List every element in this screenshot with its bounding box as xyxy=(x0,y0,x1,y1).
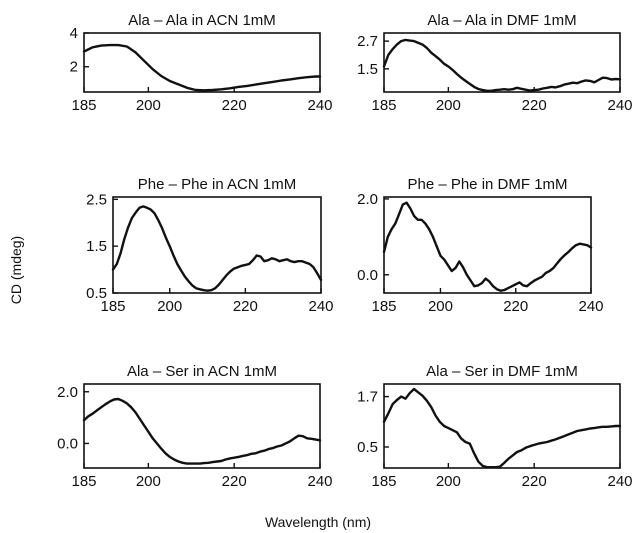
x-tick-label: 200 xyxy=(436,97,461,114)
x-tick-label: 240 xyxy=(578,298,603,315)
x-tick-label: 240 xyxy=(307,97,332,114)
cd-spectrum-line xyxy=(382,387,622,469)
cd-spectrum-line xyxy=(382,38,622,92)
x-tick-label: 220 xyxy=(222,473,247,490)
x-tick-label: 220 xyxy=(522,473,547,490)
x-tick-label: 240 xyxy=(307,473,332,490)
x-axis-label: Wavelength (nm) xyxy=(265,514,371,530)
chart-panel-6: Ala – Ser in DMF 1mM 185 200 220 240 1.7 0.5 xyxy=(357,363,632,490)
chart-panel-4: Phe – Phe in DMF 1mM 185 200 220 240 2.0 0.0 xyxy=(357,176,603,315)
chart-title: Ala – Ala in DMF 1mM xyxy=(427,12,576,29)
chart-panel-5: Ala – Ser in ACN 1mM 185 200 220 240 2.0 0.0 xyxy=(57,363,332,490)
y-tick-label: 2.0 xyxy=(57,384,78,401)
x-tick-label: 220 xyxy=(222,97,247,114)
x-tick-label: 240 xyxy=(607,473,632,490)
y-tick-label: 2.0 xyxy=(357,191,378,208)
plot-frame xyxy=(383,196,592,294)
y-tick-label: 0.5 xyxy=(357,439,378,456)
plot-frame xyxy=(383,383,621,469)
plot-frame xyxy=(83,32,321,93)
y-tick-label: 0.0 xyxy=(357,267,378,284)
chart-title: Phe – Phe in DMF 1mM xyxy=(407,176,567,193)
chart-panel-1: Ala – Ala in ACN 1mM 185 200 220 240 4 2 xyxy=(70,12,333,114)
x-tick-label: 185 xyxy=(371,298,396,315)
x-tick-label: 185 xyxy=(371,473,396,490)
x-tick-label: 185 xyxy=(71,473,96,490)
cd-spectrum-line xyxy=(382,201,593,292)
y-tick-label: 2.5 xyxy=(86,191,107,208)
x-tick-label: 200 xyxy=(136,473,161,490)
plot-frame xyxy=(83,383,321,469)
y-tick-label: 1.5 xyxy=(357,61,378,78)
x-tick-label: 240 xyxy=(308,298,333,315)
y-tick-label: 2.7 xyxy=(357,33,378,50)
cd-spectrum-line xyxy=(111,205,323,292)
chart-title: Phe – Phe in ACN 1mM xyxy=(138,176,296,193)
cd-spectrum-line xyxy=(82,397,322,465)
x-tick-label: 200 xyxy=(428,298,453,315)
x-tick-label: 220 xyxy=(522,97,547,114)
y-tick-label: 1.5 xyxy=(86,238,107,255)
x-tick-label: 200 xyxy=(436,473,461,490)
chart-title: Ala – Ser in ACN 1mM xyxy=(127,363,277,380)
x-tick-label: 200 xyxy=(136,97,161,114)
x-tick-label: 185 xyxy=(100,298,125,315)
y-tick-label: 2 xyxy=(70,59,78,76)
plot-frame xyxy=(112,196,322,294)
x-tick-label: 185 xyxy=(71,97,96,114)
y-tick-label: 4 xyxy=(70,25,78,42)
x-tick-label: 220 xyxy=(503,298,528,315)
chart-panel-3: Phe – Phe in ACN 1mM 185 200 220 240 2.5 1.5 0.… xyxy=(86,176,333,315)
x-tick-label: 200 xyxy=(157,298,182,315)
plot-frame xyxy=(383,32,621,93)
cd-spectrum-line xyxy=(82,43,322,92)
x-tick-label: 220 xyxy=(233,298,258,315)
x-tick-label: 240 xyxy=(607,97,632,114)
y-axis-label: CD (mdeg) xyxy=(8,236,24,304)
chart-panel-2: Ala – Ala in DMF 1mM 185 200 220 240 2.7 1.5 xyxy=(357,12,632,114)
chart-title: Ala – Ala in ACN 1mM xyxy=(128,12,276,29)
y-tick-label: 0.0 xyxy=(57,435,78,452)
y-tick-label: 0.5 xyxy=(86,285,107,302)
y-tick-label: 1.7 xyxy=(357,389,378,406)
chart-title: Ala – Ser in DMF 1mM xyxy=(426,363,578,380)
x-tick-label: 185 xyxy=(371,97,396,114)
